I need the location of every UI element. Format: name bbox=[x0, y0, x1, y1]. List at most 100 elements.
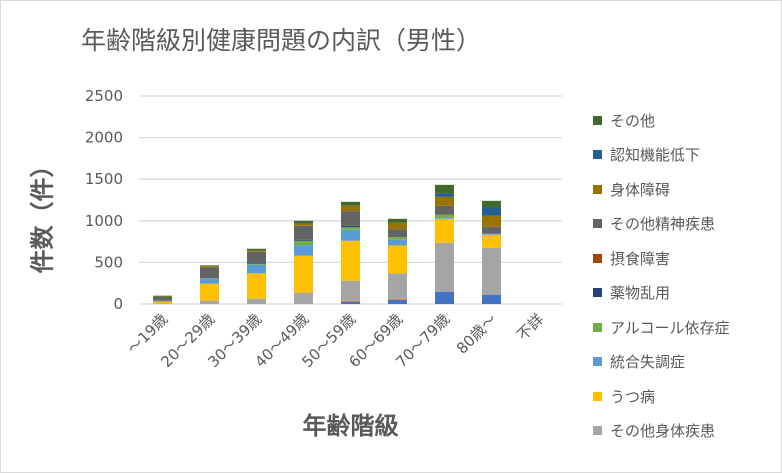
legend-label: 薬物乱用 bbox=[610, 284, 671, 303]
bar-segment bbox=[341, 229, 360, 241]
legend-label: 身体障碍 bbox=[610, 180, 671, 199]
bar-segment bbox=[294, 225, 313, 240]
x-tick-label: 80歳～ bbox=[453, 310, 500, 357]
legend-swatch bbox=[593, 115, 602, 125]
legend-item: 摂食障害 bbox=[593, 241, 730, 276]
bar-segment bbox=[200, 300, 219, 304]
bar-segment bbox=[153, 296, 172, 301]
legend-swatch bbox=[593, 357, 602, 367]
bar-segment bbox=[294, 220, 313, 224]
legend-label: 統合失調症 bbox=[610, 353, 686, 372]
legend-label: うつ病 bbox=[610, 387, 656, 406]
legend-swatch bbox=[593, 322, 602, 332]
bar-segment bbox=[388, 298, 407, 300]
y-tick-label: 1000 bbox=[85, 212, 123, 230]
bar-segment bbox=[388, 218, 407, 223]
y-tick-label: 2000 bbox=[85, 129, 123, 147]
bar-segment bbox=[435, 218, 454, 243]
legend-label: その他 bbox=[610, 111, 656, 130]
chart-title: 年齢階級別健康問題の内訳（男性） bbox=[80, 26, 481, 55]
bar-segment bbox=[341, 205, 360, 212]
bar-segment bbox=[247, 264, 266, 274]
bar-segment bbox=[388, 273, 407, 299]
bar-segment bbox=[294, 240, 313, 246]
bar-segment bbox=[294, 255, 313, 293]
bar-segment bbox=[435, 184, 454, 194]
legend-label: アルコール依存症 bbox=[610, 318, 730, 337]
legend-swatch bbox=[593, 184, 602, 194]
bar-segment bbox=[388, 239, 407, 246]
legend: その他認知機能低下 身体障碍その他精神疾患 摂食障害薬物乱用アルコール依存症 統合失調… bbox=[593, 103, 730, 448]
bar-segment bbox=[341, 240, 360, 281]
bar-segment bbox=[341, 201, 360, 206]
bar-segment bbox=[247, 273, 266, 299]
bar-segment bbox=[247, 263, 266, 265]
y-tick-label: 2500 bbox=[85, 87, 123, 105]
bar-segment bbox=[435, 217, 454, 219]
legend-label: 認知機能低下 bbox=[610, 146, 701, 165]
bar-segment bbox=[247, 248, 266, 251]
bar-segment bbox=[435, 242, 454, 292]
bar-segment bbox=[294, 223, 313, 226]
bar-segment bbox=[294, 292, 313, 304]
bar-segment bbox=[388, 299, 407, 304]
bar-segment bbox=[341, 211, 360, 226]
legend-item: うつ病 bbox=[593, 379, 730, 414]
bar-segment bbox=[482, 234, 501, 248]
bar-segment bbox=[435, 205, 454, 215]
bar-segment bbox=[153, 300, 172, 302]
bar-segment bbox=[482, 233, 501, 235]
bar-segment bbox=[200, 278, 219, 284]
y-tick-label: 500 bbox=[94, 253, 123, 271]
legend-swatch bbox=[593, 219, 602, 229]
x-axis-title: 年齢階級 bbox=[302, 412, 399, 440]
legend-swatch bbox=[593, 288, 602, 298]
legend-item: その他 bbox=[593, 103, 730, 138]
bar-segment bbox=[435, 196, 454, 206]
bar-segment bbox=[435, 214, 454, 218]
legend-item: 認知機能低下 bbox=[593, 138, 730, 173]
legend-item: 薬物乱用 bbox=[593, 276, 730, 311]
bar-segment bbox=[388, 222, 407, 230]
bar-segment bbox=[341, 280, 360, 301]
bar-segment bbox=[482, 247, 501, 295]
bar-segment bbox=[482, 207, 501, 216]
bar-segment bbox=[247, 250, 266, 252]
bar-segment bbox=[247, 262, 266, 264]
bar-segment bbox=[247, 298, 266, 304]
y-tick-label: 1500 bbox=[85, 170, 123, 188]
bar-segment bbox=[341, 227, 360, 230]
bar-segment bbox=[153, 295, 172, 297]
legend-label: 摂食障害 bbox=[610, 249, 671, 268]
legend-label: その他身体疾患 bbox=[610, 422, 716, 441]
x-tick-label: 不詳 bbox=[513, 310, 547, 344]
legend-item: その他身体疾患 bbox=[593, 414, 730, 449]
bar-segment bbox=[482, 200, 501, 208]
bar-segment bbox=[482, 294, 501, 304]
bar-segment bbox=[435, 291, 454, 304]
bar-segment bbox=[294, 239, 313, 241]
bar-segment bbox=[341, 300, 360, 302]
legend-swatch bbox=[593, 391, 602, 401]
bar-segment bbox=[153, 301, 172, 304]
bar-segment bbox=[388, 229, 407, 238]
bar-segment bbox=[200, 283, 219, 301]
bar-segment bbox=[482, 226, 501, 234]
bar-segment bbox=[341, 225, 360, 228]
legend-item: 統合失調症 bbox=[593, 345, 730, 380]
bar-segment bbox=[200, 265, 219, 267]
legend-item: 身体障碍 bbox=[593, 172, 730, 207]
bar-segment bbox=[341, 301, 360, 304]
legend-item: その他精神疾患 bbox=[593, 207, 730, 242]
legend-item: アルコール依存症 bbox=[593, 310, 730, 345]
bar-segment bbox=[200, 266, 219, 268]
bar-segment bbox=[482, 215, 501, 227]
y-tick-label: 0 bbox=[113, 295, 123, 313]
legend-swatch bbox=[593, 253, 602, 263]
legend-swatch bbox=[593, 426, 602, 436]
bar-segment bbox=[388, 245, 407, 274]
legend-label: その他精神疾患 bbox=[610, 215, 716, 234]
bar-segment bbox=[200, 267, 219, 279]
